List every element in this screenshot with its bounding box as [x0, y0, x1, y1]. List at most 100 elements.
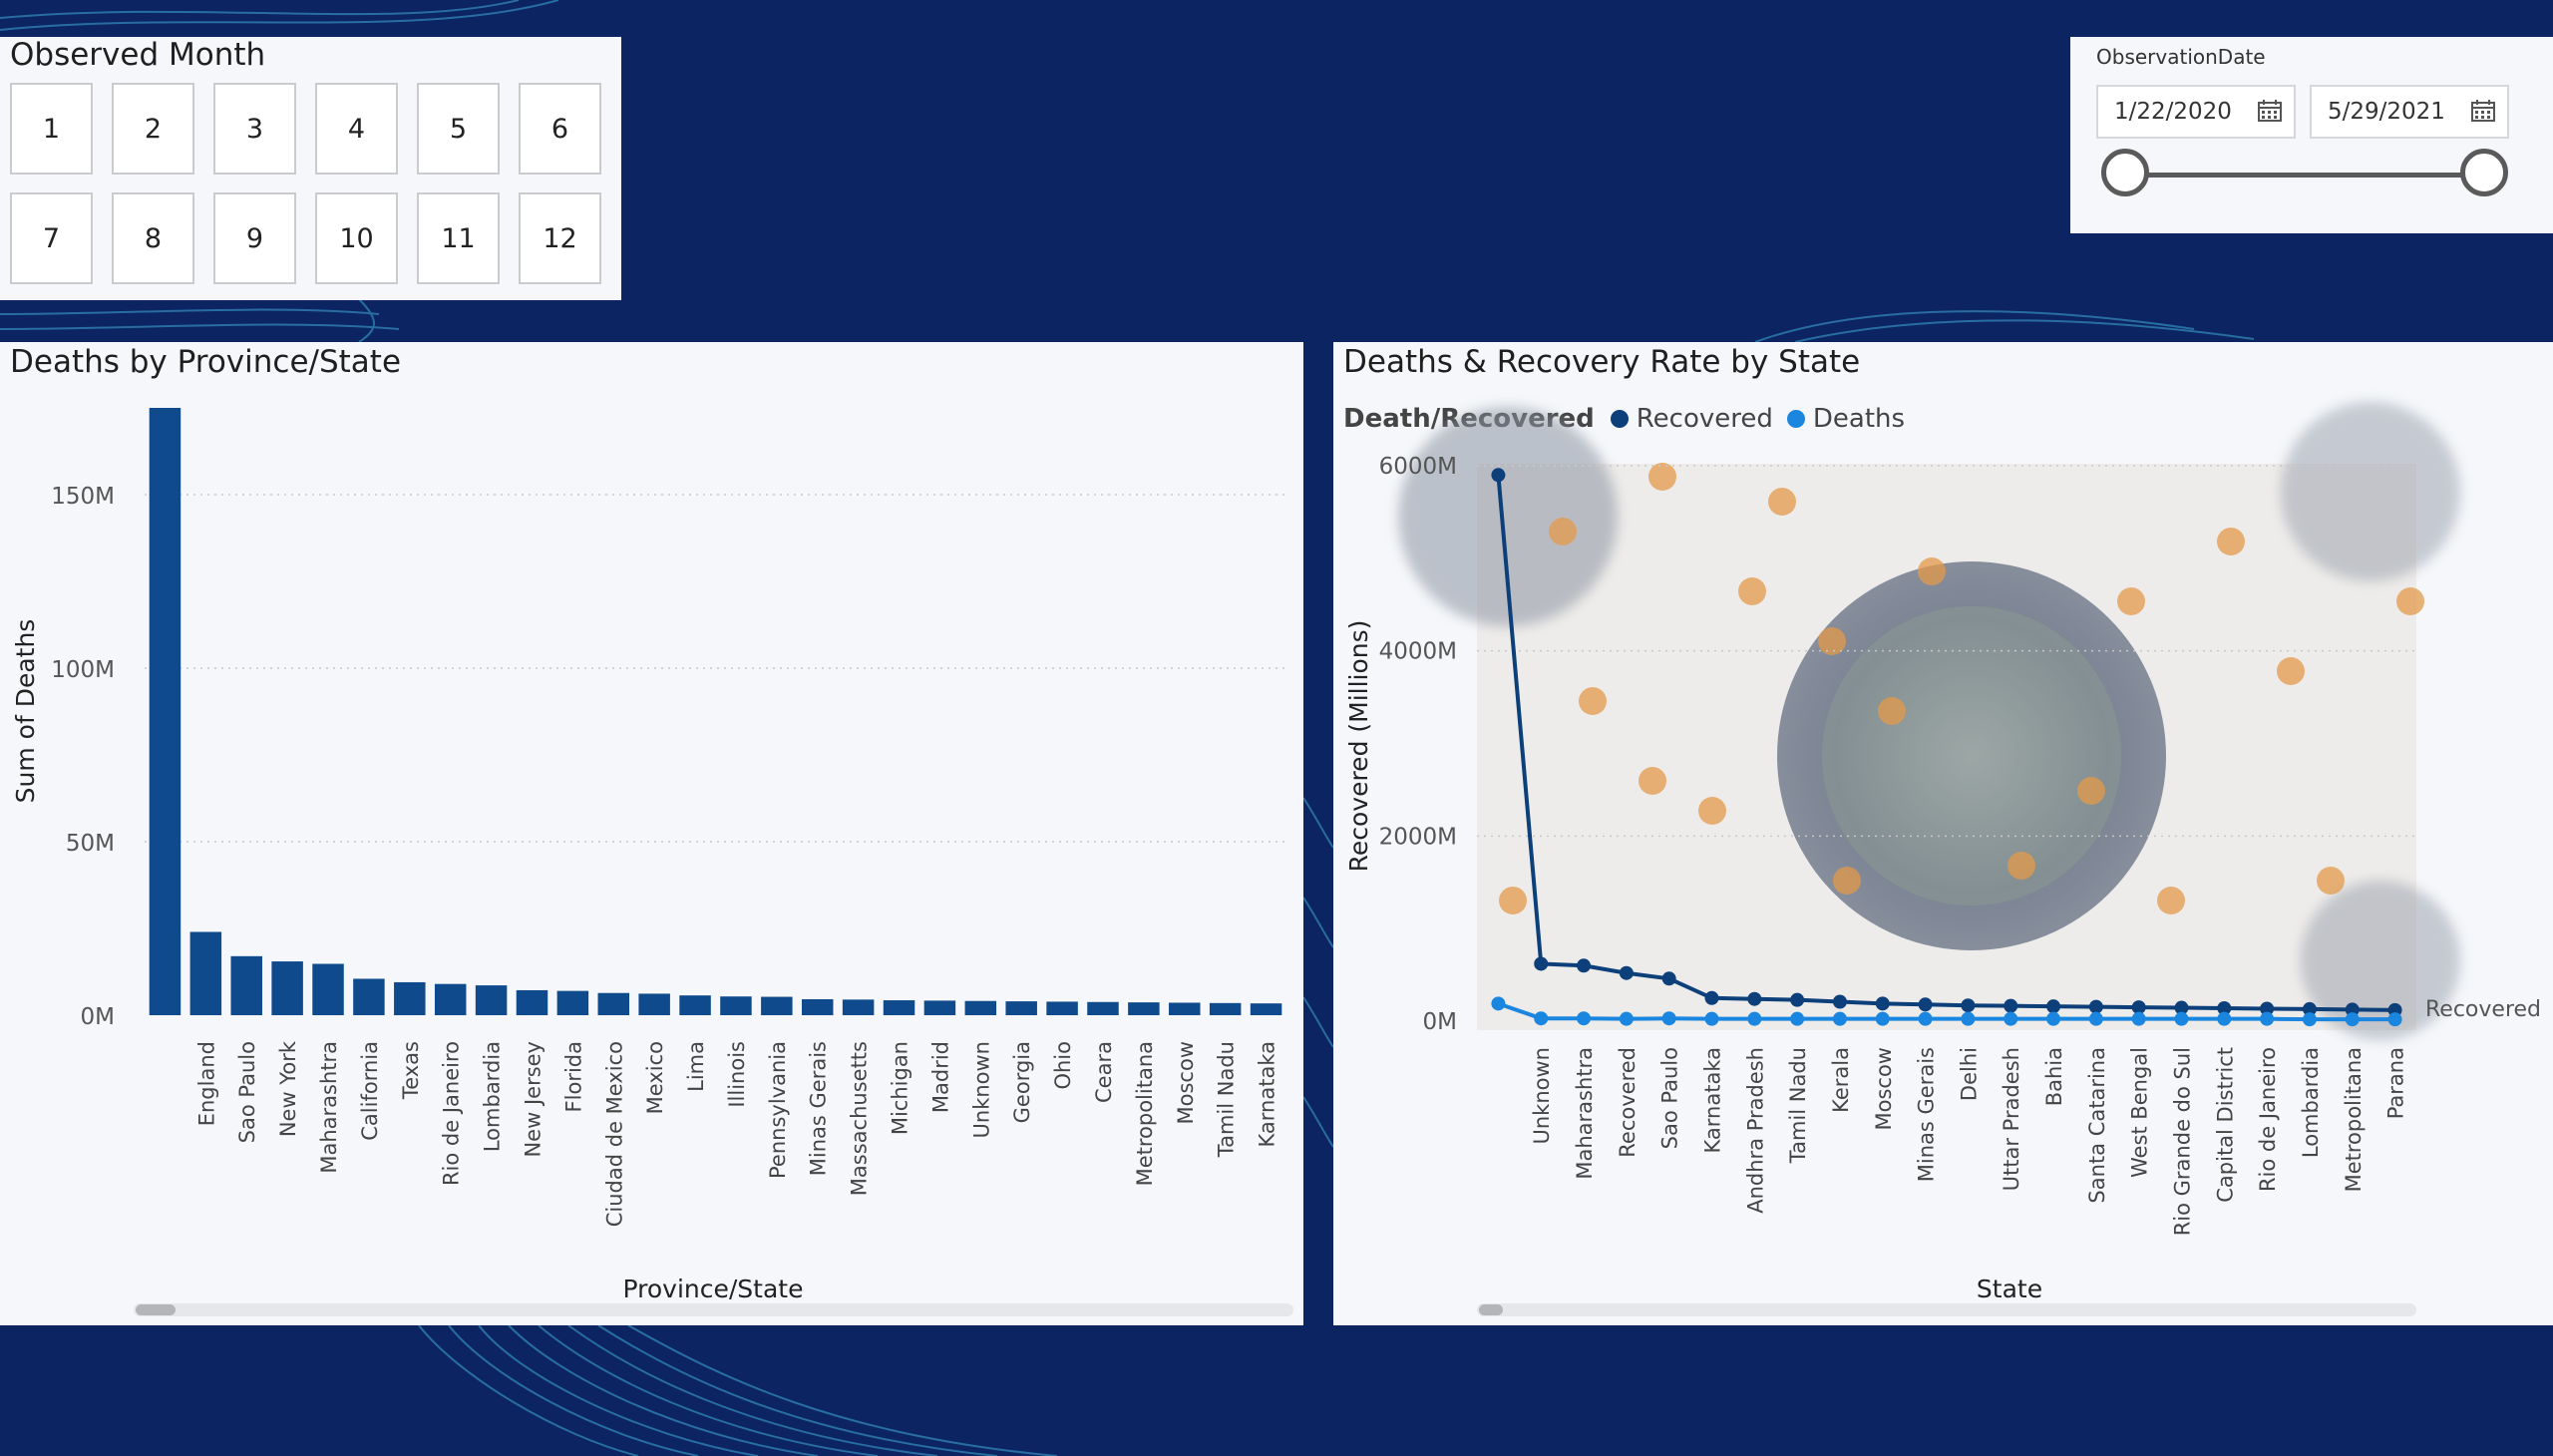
recovered-point[interactable]	[1534, 956, 1549, 971]
recovered-point[interactable]	[1790, 992, 1805, 1007]
deaths-point[interactable]	[2260, 1011, 2275, 1026]
bar-tamil-nadu[interactable]	[1209, 1002, 1242, 1015]
recovered-point[interactable]	[1661, 971, 1676, 986]
bar-pennsylvania[interactable]	[761, 996, 793, 1015]
bar-chart-title: Deaths by Province/State	[10, 344, 402, 380]
recovered-point[interactable]	[1961, 998, 1976, 1013]
bar-lima[interactable]	[679, 995, 711, 1015]
month-button-4[interactable]: 4	[315, 83, 398, 175]
recovered-point[interactable]	[2345, 1002, 2360, 1017]
bar-california[interactable]	[353, 978, 385, 1015]
deaths-point[interactable]	[1619, 1011, 1634, 1026]
date-range-track[interactable]	[2125, 173, 2484, 178]
recovered-point[interactable]	[2004, 998, 2018, 1013]
month-button-10[interactable]: 10	[315, 192, 398, 284]
line-x-tick-label: Rio de Janeiro	[2256, 1047, 2280, 1192]
recovered-point[interactable]	[2302, 1001, 2317, 1016]
bar-england[interactable]	[189, 931, 222, 1015]
calendar-icon[interactable]	[2471, 100, 2495, 122]
deaths-point[interactable]	[1747, 1011, 1762, 1026]
bar-florida[interactable]	[556, 990, 589, 1015]
recovered-point[interactable]	[2174, 1000, 2189, 1015]
bar-sao-paulo[interactable]	[230, 955, 262, 1015]
deaths-point[interactable]	[1491, 996, 1506, 1011]
bar-mexico[interactable]	[638, 993, 670, 1015]
bar-texas[interactable]	[394, 981, 426, 1015]
start-date-field[interactable]: 1/22/2020	[2096, 85, 2296, 139]
month-button-2[interactable]: 2	[112, 83, 194, 175]
deaths-point[interactable]	[2088, 1011, 2103, 1026]
end-date-handle[interactable]	[2460, 149, 2508, 196]
bar-ohio[interactable]	[1046, 1001, 1078, 1015]
month-button-11[interactable]: 11	[417, 192, 500, 284]
bar-blank[interactable]	[149, 408, 182, 1015]
deaths-point[interactable]	[2174, 1011, 2189, 1026]
month-button-8[interactable]: 8	[112, 192, 194, 284]
bar-minas-gerais[interactable]	[801, 998, 834, 1015]
bar-illinois[interactable]	[720, 996, 752, 1015]
bar-chart-scroll-thumb[interactable]	[136, 1304, 176, 1315]
end-date-field[interactable]: 5/29/2021	[2310, 85, 2509, 139]
month-button-6[interactable]: 6	[519, 83, 601, 175]
bar-metropolitana[interactable]	[1128, 1002, 1160, 1015]
legend-item-recovered[interactable]: Recovered	[1610, 404, 1773, 434]
deaths-point[interactable]	[1790, 1011, 1805, 1026]
bar-madrid[interactable]	[923, 1000, 956, 1015]
recovered-point[interactable]	[2217, 1001, 2232, 1016]
deaths-point[interactable]	[2387, 1012, 2402, 1027]
bar-maharashtra[interactable]	[312, 963, 344, 1015]
bar-lombardia[interactable]	[475, 985, 508, 1015]
bar-new-york[interactable]	[271, 961, 303, 1015]
bar-x-tick-label: England	[194, 1041, 218, 1126]
month-button-3[interactable]: 3	[213, 83, 296, 175]
recovered-point[interactable]	[1747, 991, 1762, 1006]
deaths-point[interactable]	[1661, 1011, 1676, 1026]
start-date-handle[interactable]	[2101, 149, 2149, 196]
bar-moscow[interactable]	[1169, 1002, 1201, 1015]
bar-unknown[interactable]	[964, 1000, 997, 1015]
recovered-point[interactable]	[2088, 999, 2103, 1014]
legend-item-deaths[interactable]: Deaths	[1786, 404, 1905, 434]
recovered-point[interactable]	[2260, 1001, 2275, 1016]
recovered-point[interactable]	[1875, 996, 1890, 1011]
bar-karnataka[interactable]	[1250, 1003, 1282, 1015]
deaths-point[interactable]	[2302, 1012, 2317, 1027]
month-button-7[interactable]: 7	[10, 192, 93, 284]
deaths-point[interactable]	[2046, 1011, 2061, 1026]
bar-rio-de-janeiro[interactable]	[434, 983, 467, 1015]
bar-chart-scrollbar[interactable]	[134, 1303, 1293, 1316]
recovered-point[interactable]	[1491, 468, 1506, 483]
deaths-point[interactable]	[1577, 1011, 1592, 1026]
bar-ceara[interactable]	[1087, 1001, 1119, 1015]
deaths-point[interactable]	[1961, 1011, 1976, 1026]
recovered-point[interactable]	[1704, 990, 1719, 1005]
deaths-point[interactable]	[1832, 1011, 1847, 1026]
deaths-point[interactable]	[1875, 1011, 1890, 1026]
recovered-point[interactable]	[1832, 994, 1847, 1009]
deaths-point[interactable]	[1534, 1011, 1549, 1026]
deaths-point[interactable]	[2004, 1011, 2018, 1026]
calendar-icon[interactable]	[2258, 100, 2282, 122]
line-chart-scrollbar[interactable]	[1477, 1303, 2416, 1316]
deaths-point[interactable]	[1918, 1011, 1933, 1026]
bar-georgia[interactable]	[1005, 1001, 1037, 1015]
bar-ciudad-de-mexico[interactable]	[597, 992, 630, 1015]
deaths-point[interactable]	[2345, 1012, 2360, 1027]
recovered-point[interactable]	[2046, 999, 2061, 1014]
recovered-point[interactable]	[2131, 1000, 2146, 1015]
month-button-9[interactable]: 9	[213, 192, 296, 284]
month-button-1[interactable]: 1	[10, 83, 93, 175]
recovered-point[interactable]	[1619, 965, 1634, 980]
bar-new-jersey[interactable]	[516, 989, 548, 1015]
line-y-tick-label: 0M	[1423, 1009, 1457, 1035]
month-button-12[interactable]: 12	[519, 192, 601, 284]
recovered-point[interactable]	[1577, 958, 1592, 973]
deaths-point[interactable]	[1704, 1011, 1719, 1026]
recovered-point[interactable]	[1918, 997, 1933, 1012]
deaths-point[interactable]	[2217, 1011, 2232, 1026]
bar-michigan[interactable]	[883, 1000, 915, 1015]
line-chart-scroll-thumb[interactable]	[1479, 1304, 1503, 1315]
bar-massachusetts[interactable]	[842, 999, 875, 1015]
month-button-5[interactable]: 5	[417, 83, 500, 175]
deaths-point[interactable]	[2131, 1011, 2146, 1026]
